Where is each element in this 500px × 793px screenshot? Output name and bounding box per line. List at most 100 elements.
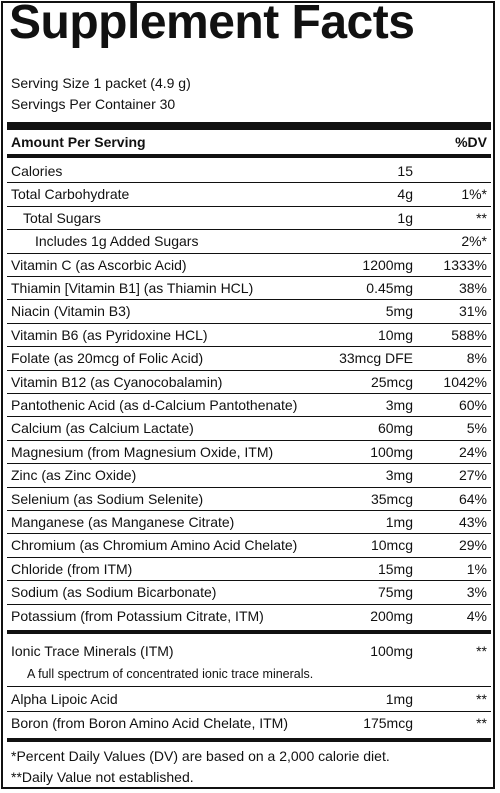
row-amount: 100mg: [370, 444, 413, 460]
row-name: Magnesium (from Magnesium Oxide, ITM): [11, 444, 273, 460]
row-name: Selenium (as Sodium Selenite): [11, 491, 203, 507]
table-row: Vitamin B12 (as Cyanocobalamin) 25mcg 1042…: [7, 371, 491, 394]
table-row: Includes 1g Added Sugars 2%*: [7, 230, 491, 253]
medium-divider: [7, 154, 491, 158]
table-header: Amount Per Serving %DV: [7, 131, 491, 154]
table-row: Potassium (from Potassium Citrate, ITM) 2…: [7, 605, 491, 628]
row-amount: 3mg: [386, 467, 413, 483]
footnote-2: **Daily Value not established.: [11, 769, 194, 785]
row-dv: 2%*: [461, 233, 487, 249]
table-row: Thiamin [Vitamin B1] (as Thiamin HCL) 0.4…: [7, 277, 491, 300]
table-row: Vitamin B6 (as Pyridoxine HCL) 10mg 588%: [7, 324, 491, 347]
table-row: Vitamin C (as Ascorbic Acid) 1200mg 1333%: [7, 254, 491, 277]
row-name: Vitamin B6 (as Pyridoxine HCL): [11, 327, 208, 343]
row-name: Niacin (Vitamin B3): [11, 303, 131, 319]
row-dv: 588%: [451, 327, 487, 343]
table-row: Zinc (as Zinc Oxide) 3mg 27%: [7, 464, 491, 487]
table-row: Folate (as 20mcg of Folic Acid) 33mcg DFE…: [7, 347, 491, 370]
row-dv: 4%: [467, 608, 487, 624]
servings-per-container: Servings Per Container 30: [11, 96, 175, 112]
row-amount: 1200mg: [362, 257, 413, 273]
row-name: Pantothenic Acid (as d-Calcium Pantothen…: [11, 397, 297, 413]
row-name: Folate (as 20mcg of Folic Acid): [11, 350, 203, 366]
row-amount: 1g: [397, 210, 413, 226]
row-amount: 10mcg: [371, 537, 413, 553]
table-row: Total Carbohydrate 4g 1%*: [7, 183, 491, 206]
row-name: Alpha Lipoic Acid: [11, 691, 118, 707]
table-row: Manganese (as Manganese Citrate) 1mg 43%: [7, 511, 491, 534]
row-amount: 100mg: [370, 643, 413, 659]
row-name: Chloride (from ITM): [11, 561, 132, 577]
row-divider: [7, 686, 491, 687]
row-amount: 1mg: [386, 691, 413, 707]
row-name: Vitamin B12 (as Cyanocobalamin): [11, 374, 222, 390]
row-dv: **: [476, 643, 487, 659]
row-name: Total Carbohydrate: [11, 186, 129, 202]
row-name: Potassium (from Potassium Citrate, ITM): [11, 608, 264, 624]
row-amount: 60mg: [378, 420, 413, 436]
row-name: Manganese (as Manganese Citrate): [11, 514, 234, 530]
row-amount: 10mg: [378, 327, 413, 343]
thick-divider: [7, 122, 491, 130]
row-name: Vitamin C (as Ascorbic Acid): [11, 257, 187, 273]
row-name: Boron (from Boron Amino Acid Chelate, IT…: [11, 715, 288, 731]
table-row: Magnesium (from Magnesium Oxide, ITM) 100…: [7, 441, 491, 464]
row-amount: 35mcg: [371, 491, 413, 507]
row-name: Thiamin [Vitamin B1] (as Thiamin HCL): [11, 280, 253, 296]
row-dv: 43%: [459, 514, 487, 530]
row-dv: 60%: [459, 397, 487, 413]
dv-label: %DV: [455, 134, 487, 150]
page-title: Supplement Facts: [9, 0, 414, 50]
table-row: Calories 15: [7, 160, 491, 183]
table-row: Chloride (from ITM) 15mg 1%: [7, 558, 491, 581]
row-name: Calories: [11, 163, 62, 179]
row-dv: **: [476, 691, 487, 707]
row-amount: 175mcg: [363, 715, 413, 731]
row-name: Includes 1g Added Sugars: [35, 233, 198, 249]
row-name: Ionic Trace Minerals (ITM): [11, 643, 174, 659]
ionic-row: Ionic Trace Minerals (ITM) 100mg **: [7, 640, 491, 663]
serving-size: Serving Size 1 packet (4.9 g): [11, 75, 191, 91]
row-name: Calcium (as Calcium Lactate): [11, 420, 194, 436]
table-row: Chromium (as Chromium Amino Acid Chelate…: [7, 534, 491, 557]
row-dv: 1%*: [461, 186, 487, 202]
medium-divider-2: [7, 630, 491, 634]
table-row: Sodium (as Sodium Bicarbonate) 75mg 3%: [7, 581, 491, 604]
row-amount: 1mg: [386, 514, 413, 530]
table-row: Boron (from Boron Amino Acid Chelate, IT…: [7, 712, 491, 735]
table-row: Total Sugars 1g **: [7, 207, 491, 230]
footnote-1: *Percent Daily Values (DV) are based on …: [11, 748, 390, 764]
row-name: Total Sugars: [23, 210, 101, 226]
row-dv: 1333%: [443, 257, 487, 273]
row-amount: 15: [397, 163, 413, 179]
row-dv: 5%: [467, 420, 487, 436]
row-dv: **: [476, 715, 487, 731]
row-dv: 8%: [467, 350, 487, 366]
row-dv: 1042%: [443, 374, 487, 390]
row-dv: 29%: [459, 537, 487, 553]
bottom-divider: [7, 738, 491, 742]
row-amount: 0.45mg: [366, 280, 413, 296]
row-amount: 5mg: [386, 303, 413, 319]
row-amount: 15mg: [378, 561, 413, 577]
row-amount: 4g: [397, 186, 413, 202]
row-dv: 3%: [467, 584, 487, 600]
row-name: Sodium (as Sodium Bicarbonate): [11, 584, 216, 600]
table-row: Selenium (as Sodium Selenite) 35mcg 64%: [7, 488, 491, 511]
row-amount: 200mg: [370, 608, 413, 624]
table-row: Pantothenic Acid (as d-Calcium Pantothen…: [7, 394, 491, 417]
row-name: Chromium (as Chromium Amino Acid Chelate…: [11, 537, 297, 553]
row-name: Zinc (as Zinc Oxide): [11, 467, 136, 483]
table-row: Alpha Lipoic Acid 1mg **: [7, 688, 491, 711]
row-dv: **: [476, 210, 487, 226]
row-amount: 3mg: [386, 397, 413, 413]
row-dv: 64%: [459, 491, 487, 507]
row-amount: 75mg: [378, 584, 413, 600]
row-dv: 38%: [459, 280, 487, 296]
row-amount: 33mcg DFE: [339, 350, 413, 366]
table-row: Niacin (Vitamin B3) 5mg 31%: [7, 300, 491, 323]
row-dv: 27%: [459, 467, 487, 483]
row-amount: 25mcg: [371, 374, 413, 390]
row-dv: 1%: [467, 561, 487, 577]
